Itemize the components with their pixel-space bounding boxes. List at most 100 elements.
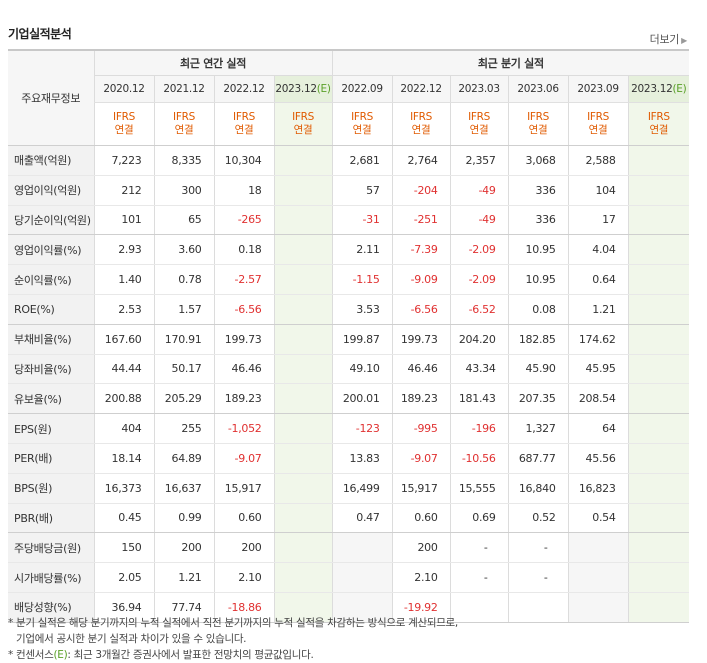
cell-annual-3: [273, 175, 333, 206]
cell-annual-0: 1.40: [93, 264, 154, 295]
cell-quarter-4: 104: [567, 175, 629, 206]
table-row: 순이익률(%) 1.40 0.78 -2.57 -1.15 -9.09 -2.09 10.95…: [8, 264, 690, 295]
cell-quarter-4: 174.62: [567, 324, 629, 355]
period-label: 2023.12: [631, 83, 673, 95]
cell-quarter-1: -19.92: [391, 592, 451, 623]
consolidated-label: 연결: [174, 124, 194, 136]
ifrs-label: IFRS: [587, 111, 609, 123]
cell-annual-1: 1.57: [153, 294, 214, 325]
cell-annual-2: -1,052: [213, 413, 274, 444]
consolidated-label: 연결: [352, 124, 372, 136]
cell-annual-1: 205.29: [153, 383, 214, 415]
cell-annual-1: 8,335: [153, 145, 214, 176]
cell-annual-0: 167.60: [93, 324, 154, 355]
cell-quarter-1: 199.73: [391, 324, 451, 355]
cell-quarter-1: -995: [391, 413, 451, 444]
table-row: 영업이익률(%) 2.93 3.60 0.18 2.11 -7.39 -2.09 10.95 4…: [8, 234, 690, 266]
quarter-ifrs-2: IFRS 연결: [449, 102, 509, 146]
cell-quarter-1: -7.39: [391, 234, 451, 266]
cell-quarter-2: -2.09: [449, 234, 509, 266]
quarter-period-0: 2022.09: [331, 75, 393, 103]
cell-quarter-0: 13.83: [331, 443, 393, 474]
cell-annual-0: 2.53: [93, 294, 154, 325]
cell-annual-2: 15,917: [213, 473, 274, 504]
table-row: 배당성향(%) 36.94 77.74 -18.86 -19.92: [8, 592, 690, 623]
quarter-period-2: 2023.03: [449, 75, 509, 103]
cell-quarter-0: [331, 592, 393, 623]
period-label: 2023.03: [458, 83, 500, 95]
cell-quarter-0: 2,681: [331, 145, 393, 176]
financial-table: 주요재무정보 최근 연간 실적 최근 분기 실적 2020.12 2021.12 2…: [8, 49, 690, 623]
cell-quarter-2: -49: [449, 205, 509, 236]
cell-quarter-5: [627, 205, 690, 236]
cell-annual-3: [273, 592, 333, 623]
more-label: 더보기: [649, 33, 680, 46]
annual-period-2: 2022.12: [213, 75, 274, 103]
cell-annual-0: 150: [93, 532, 154, 564]
cell-annual-3: [273, 532, 333, 564]
cell-annual-0: 36.94: [93, 592, 154, 623]
cell-quarter-4: 4.04: [567, 234, 629, 266]
ifrs-label: IFRS: [410, 111, 432, 123]
more-link[interactable]: 더보기 ▶: [649, 31, 688, 47]
consolidated-label: 연결: [114, 124, 134, 136]
cell-annual-1: 300: [153, 175, 214, 206]
cell-quarter-5: [627, 443, 690, 474]
cell-quarter-1: 46.46: [391, 354, 451, 385]
consolidated-label: 연결: [234, 124, 254, 136]
period-label: 2022.12: [400, 83, 442, 95]
cell-quarter-3: -: [507, 532, 569, 564]
cell-quarter-0: -1.15: [331, 264, 393, 295]
cell-quarter-5: [627, 354, 690, 385]
section-title: 기업실적분석: [8, 27, 72, 41]
cell-annual-2: -18.86: [213, 592, 274, 623]
cell-quarter-4: 0.54: [567, 503, 629, 534]
cell-quarter-2: -10.56: [449, 443, 509, 474]
cell-annual-1: 255: [153, 413, 214, 444]
cell-annual-2: -9.07: [213, 443, 274, 474]
consolidated-label: 연결: [293, 124, 313, 136]
cell-annual-3: [273, 145, 333, 176]
estimate-mark: (E): [672, 83, 687, 95]
consolidated-label: 연결: [528, 124, 548, 136]
ifrs-label: IFRS: [351, 111, 373, 123]
row-label: PBR(배): [8, 503, 94, 534]
row-label: 당기순이익(억원): [8, 205, 94, 236]
quarter-ifrs-1: IFRS 연결: [391, 102, 451, 146]
cell-annual-0: 2.93: [93, 234, 154, 266]
ifrs-label: IFRS: [468, 111, 490, 123]
row-label: ROE(%): [8, 294, 94, 325]
period-label: 2023.12: [275, 83, 317, 95]
cell-annual-1: 0.78: [153, 264, 214, 295]
row-label: 영업이익률(%): [8, 234, 94, 266]
cell-quarter-4: 16,823: [567, 473, 629, 504]
cell-quarter-0: 16,499: [331, 473, 393, 504]
cell-annual-3: [273, 324, 333, 355]
cell-quarter-3: 0.52: [507, 503, 569, 534]
cell-annual-1: 3.60: [153, 234, 214, 266]
footnote-2-post: : 최근 3개월간 증권사에서 발표한 전망치의 평균값입니다.: [67, 649, 314, 661]
table-row: BPS(원) 16,373 16,637 15,917 16,499 15,917 15,5…: [8, 473, 690, 504]
ifrs-label: IFRS: [292, 111, 314, 123]
cell-quarter-3: 3,068: [507, 145, 569, 176]
cell-quarter-2: 204.20: [449, 324, 509, 355]
quarter-ifrs-3: IFRS 연결: [507, 102, 569, 146]
cell-quarter-1: 200: [391, 532, 451, 564]
cell-quarter-2: -196: [449, 413, 509, 444]
cell-quarter-3: 1,327: [507, 413, 569, 444]
cell-quarter-3: 336: [507, 205, 569, 236]
table-row: PER(배) 18.14 64.89 -9.07 13.83 -9.07 -10.56 687…: [8, 443, 690, 474]
cell-quarter-3: 10.95: [507, 264, 569, 295]
cell-quarter-2: -2.09: [449, 264, 509, 295]
cell-annual-0: 101: [93, 205, 154, 236]
row-header-label: 주요재무정보: [8, 50, 94, 146]
cell-quarter-0: 200.01: [331, 383, 393, 415]
cell-quarter-5: [627, 175, 690, 206]
cell-quarter-5: [627, 503, 690, 534]
quarter-period-1: 2022.12: [391, 75, 451, 103]
cell-quarter-4: 1.21: [567, 294, 629, 325]
cell-annual-0: 404: [93, 413, 154, 444]
period-label: 2022.09: [341, 83, 383, 95]
quarter-title: 최근 분기 실적: [331, 50, 690, 76]
cell-annual-3: [273, 473, 333, 504]
